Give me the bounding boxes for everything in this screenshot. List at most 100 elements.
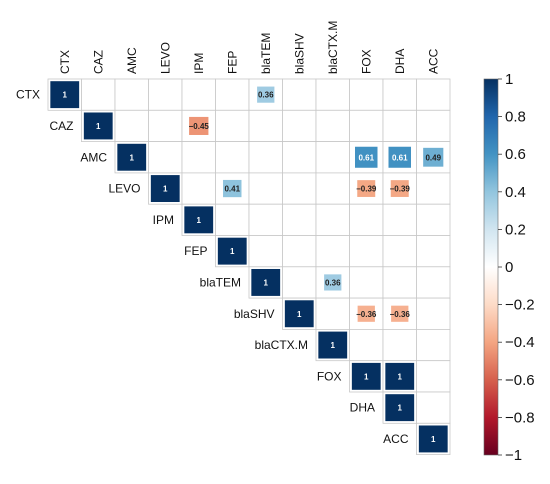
column-label-fox: FOX bbox=[359, 49, 373, 74]
grid-cell bbox=[315, 78, 350, 111]
cell-ipm-ipm bbox=[184, 206, 214, 234]
cell-fox-dha bbox=[385, 362, 415, 390]
cell-value-amc-acc: 0.49 bbox=[425, 153, 441, 162]
colorbar-tick-label: 0.6 bbox=[505, 146, 526, 163]
grid-cell bbox=[315, 297, 350, 330]
row-labels: CTX CAZ AMC LEVO IPM FEP blaTEM blaSHV blaCTX.M F… bbox=[16, 88, 409, 446]
cell-fox-fox bbox=[351, 362, 381, 390]
grid-cell bbox=[349, 328, 384, 362]
grid-cell bbox=[181, 141, 216, 174]
grid-cell bbox=[382, 235, 417, 268]
cell-value-blactx-m-blactx-m: 1 bbox=[331, 341, 336, 350]
colorbar-gradient bbox=[483, 78, 499, 456]
grid-cell bbox=[114, 109, 149, 143]
cell-value-levo-levo: 1 bbox=[163, 185, 168, 194]
column-label-caz: CAZ bbox=[91, 50, 105, 74]
grid-cell bbox=[81, 78, 116, 111]
row-label-levo: LEVO bbox=[108, 182, 140, 196]
grid-cell bbox=[282, 266, 317, 299]
grid-cell bbox=[215, 109, 250, 143]
grid-cell bbox=[315, 141, 350, 174]
cell-blactx-m-blactx-m bbox=[318, 331, 348, 359]
grid-cell bbox=[248, 172, 283, 205]
column-label-blashv: blaSHV bbox=[292, 33, 306, 74]
grid-cell bbox=[416, 78, 451, 111]
grid-cell bbox=[382, 266, 417, 299]
row-label-fep: FEP bbox=[184, 244, 207, 258]
cell-amc-fox bbox=[355, 146, 378, 168]
cell-levo-fep bbox=[223, 179, 242, 198]
row-label-acc: ACC bbox=[383, 432, 409, 446]
colorbar: 1 0.8 0.6 0.4 0.2 0 −0.2 −0.4 −0.6 −0.8 −1 bbox=[483, 71, 535, 464]
grid-cell bbox=[382, 109, 417, 143]
cell-value-amc-amc: 1 bbox=[130, 153, 135, 162]
grid-cell bbox=[416, 391, 451, 424]
grid-cell bbox=[382, 203, 417, 236]
cell-dha-dha bbox=[385, 394, 415, 422]
colorbar-tick-label: −0.4 bbox=[505, 334, 535, 351]
column-label-fep: FEP bbox=[225, 51, 239, 74]
grid-cell bbox=[282, 141, 317, 174]
grid-cell bbox=[148, 141, 183, 174]
cell-caz-caz bbox=[83, 112, 113, 140]
cell-value-levo-dha: −0.39 bbox=[390, 185, 411, 194]
grid-cell bbox=[416, 360, 451, 393]
colorbar-tick-label: 0.2 bbox=[505, 221, 526, 238]
grid-cell bbox=[148, 109, 183, 143]
grid-cell bbox=[215, 203, 250, 236]
cell-value-blashv-dha: −0.36 bbox=[390, 310, 411, 319]
cell-value-ipm-ipm: 1 bbox=[197, 216, 202, 225]
row-label-blactx-m: blaCTX.M bbox=[255, 338, 308, 352]
row-label-dha: DHA bbox=[350, 401, 375, 415]
cell-blatem-blactx-m bbox=[324, 274, 342, 291]
cell-value-caz-caz: 1 bbox=[96, 122, 101, 131]
grid-cell bbox=[416, 235, 451, 268]
grid-cell bbox=[349, 235, 384, 268]
grid-cell bbox=[416, 328, 451, 362]
grid-cell bbox=[416, 203, 451, 236]
column-labels: CTX CAZ AMC LEVO IPM FEP blaTEM blaSHV blaCTX.M F… bbox=[58, 21, 441, 74]
row-label-ctx: CTX bbox=[16, 88, 40, 102]
grid-cell bbox=[315, 109, 350, 143]
cell-ctx-blatem bbox=[257, 86, 275, 103]
cell-amc-amc bbox=[117, 143, 147, 171]
cell-value-blatem-blactx-m: 0.36 bbox=[325, 278, 341, 287]
grid-cell bbox=[416, 297, 451, 330]
row-label-blashv: blaSHV bbox=[234, 307, 275, 321]
cell-value-blatem-blatem: 1 bbox=[264, 278, 269, 287]
cell-value-levo-fep: 0.41 bbox=[224, 185, 240, 194]
cell-value-ctx-blatem: 0.36 bbox=[258, 91, 274, 100]
column-label-ipm: IPM bbox=[192, 53, 206, 74]
cell-value-caz-ipm: −0.45 bbox=[189, 122, 210, 131]
grid-cell bbox=[315, 235, 350, 268]
cell-levo-levo bbox=[150, 175, 180, 203]
colorbar-tick-label: 0 bbox=[505, 259, 513, 276]
column-label-blactx-m: blaCTX.M bbox=[326, 21, 340, 74]
cell-value-dha-dha: 1 bbox=[398, 404, 403, 413]
cell-acc-acc bbox=[418, 425, 448, 453]
cell-value-acc-acc: 1 bbox=[431, 435, 436, 444]
cell-value-amc-dha: 0.61 bbox=[392, 153, 408, 162]
cell-value-ctx-ctx: 1 bbox=[63, 91, 68, 100]
row-label-blatem: blaTEM bbox=[200, 275, 241, 289]
grid-cell bbox=[315, 172, 350, 205]
grid-cell bbox=[349, 266, 384, 299]
cell-blashv-fox bbox=[357, 305, 375, 322]
heatmap-grid bbox=[47, 78, 451, 455]
grid-cell bbox=[215, 141, 250, 174]
cell-value-blashv-fox: −0.36 bbox=[356, 310, 377, 319]
column-label-blatem: blaTEM bbox=[259, 33, 273, 74]
colorbar-tick-label: −0.6 bbox=[505, 372, 535, 389]
colorbar-tick-label: −0.2 bbox=[505, 297, 535, 314]
grid-cell bbox=[349, 203, 384, 236]
cell-value-fox-fox: 1 bbox=[364, 372, 369, 381]
heatmap-cells: 1 0.36 1 −0.45 1 0.61 0.61 0.49 1 0.41 −0.39 −0.39 1… bbox=[50, 81, 448, 453]
grid-cell bbox=[382, 78, 417, 111]
grid-cell bbox=[248, 235, 283, 268]
column-label-dha: DHA bbox=[393, 49, 407, 74]
column-label-levo: LEVO bbox=[158, 42, 172, 74]
colorbar-tick-label: −1 bbox=[505, 447, 522, 464]
cell-amc-dha bbox=[388, 146, 411, 168]
colorbar-tick-label: 1 bbox=[505, 71, 513, 88]
grid-cell bbox=[248, 203, 283, 236]
